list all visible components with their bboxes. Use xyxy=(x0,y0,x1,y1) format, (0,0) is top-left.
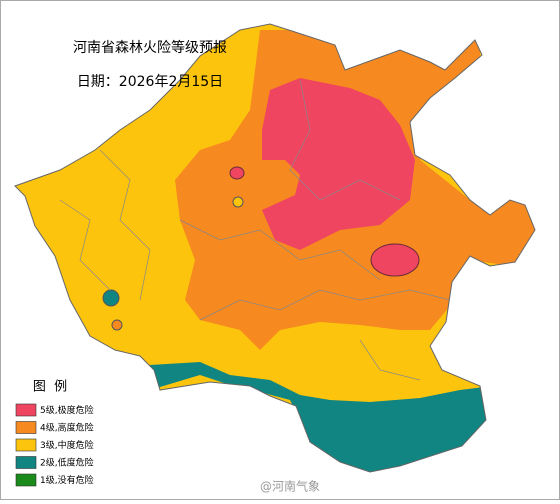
legend-label: 5级,极度危险 xyxy=(40,404,94,416)
legend-swatch xyxy=(15,403,37,417)
level-5-area xyxy=(370,243,420,277)
legend: 5级,极度危险 4级,高度危险 3级,中度危险 2级,低度危险 1级,没有危险 xyxy=(15,403,94,487)
legend-swatch xyxy=(15,473,37,487)
county-borders xyxy=(59,79,451,381)
level-4-area xyxy=(111,319,123,331)
legend-label: 4级,高度危险 xyxy=(40,422,94,434)
legend-swatch xyxy=(15,421,37,434)
legend-label: 2级,低度危险 xyxy=(40,457,94,469)
level-5-area xyxy=(262,78,415,250)
legend-swatch xyxy=(15,456,37,469)
map-date: 日期：2026年2月15日 xyxy=(77,74,223,90)
legend-title: 图 例 xyxy=(33,380,67,395)
watermark: @河南气象 xyxy=(260,479,320,494)
legend-label: 1级,没有危险 xyxy=(40,474,94,486)
legend-swatch xyxy=(15,438,37,452)
map-title: 河南省森林火险等级预报 xyxy=(73,39,227,56)
level-5-area xyxy=(229,166,245,180)
level-3-area xyxy=(232,196,244,208)
legend-label: 3级,中度危险 xyxy=(40,439,94,451)
level-2-area xyxy=(102,289,120,307)
